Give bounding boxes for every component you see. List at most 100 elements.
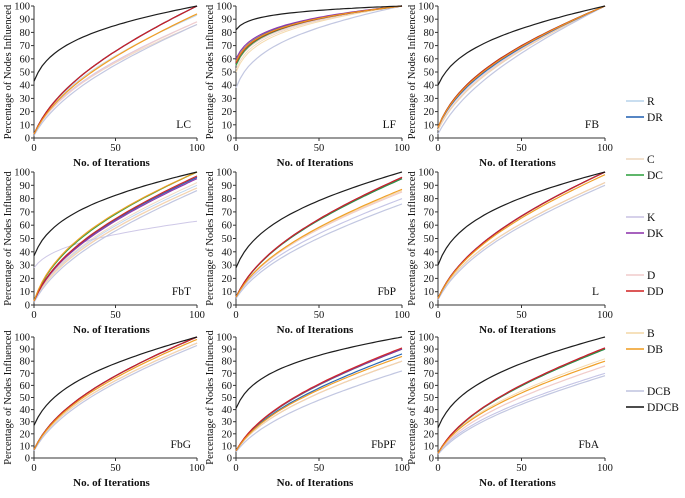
y-tick-label: 10 bbox=[20, 120, 31, 131]
y-tick-label: 50 bbox=[424, 393, 435, 404]
legend-label: R bbox=[647, 96, 655, 108]
series-line-C bbox=[33, 24, 198, 135]
y-tick-label: 90 bbox=[222, 181, 233, 192]
y-tick-label: 50 bbox=[424, 68, 435, 79]
y-tick-label: 90 bbox=[20, 345, 31, 356]
y-tick-label: 80 bbox=[222, 194, 233, 205]
y-tick-label: 70 bbox=[222, 207, 233, 218]
x-tick-label: 0 bbox=[233, 143, 238, 154]
y-tick-label: 90 bbox=[424, 345, 435, 356]
series-line-K bbox=[235, 198, 403, 298]
panel-title: FbP bbox=[377, 286, 396, 298]
y-tick-label: 60 bbox=[424, 381, 435, 392]
series-line-DR bbox=[437, 5, 606, 128]
x-tick-label: 50 bbox=[314, 310, 325, 321]
y-tick-label: 30 bbox=[20, 94, 31, 105]
y-tick-label: 80 bbox=[20, 357, 31, 368]
y-tick-label: 30 bbox=[222, 94, 233, 105]
series-line-DR bbox=[437, 348, 606, 454]
panel-title: LC bbox=[176, 119, 191, 131]
y-tick-label: 100 bbox=[418, 333, 434, 344]
series-line-K bbox=[437, 5, 606, 131]
legend-item-DB: DB bbox=[626, 344, 663, 356]
series-line-DC bbox=[437, 171, 606, 299]
panel-FB: 0 10 20 30 40 50 60 70 80 90 100 0 50 100 FB No. of Ite… bbox=[407, 2, 613, 170]
y-tick-label: 70 bbox=[222, 369, 233, 380]
x-axis-label: No. of Iterations bbox=[277, 477, 354, 489]
series-line-DB bbox=[33, 13, 198, 135]
panel-title: FbA bbox=[579, 439, 600, 451]
series-line-DR bbox=[437, 171, 606, 299]
y-tick-label: 40 bbox=[424, 247, 435, 258]
x-tick-label: 100 bbox=[597, 310, 613, 321]
series-line-DD bbox=[437, 171, 606, 299]
series-line-C bbox=[33, 182, 198, 302]
y-tick-label: 50 bbox=[222, 234, 233, 245]
x-axis-label: No. of Iterations bbox=[479, 324, 556, 336]
series-line-C bbox=[33, 342, 198, 450]
y-tick-label: 60 bbox=[222, 381, 233, 392]
y-tick-label: 0 bbox=[25, 134, 30, 145]
y-tick-label: 70 bbox=[20, 369, 31, 380]
series-line-DCB bbox=[235, 5, 403, 89]
legend-label: DR bbox=[647, 112, 663, 124]
series-line-B bbox=[235, 5, 403, 73]
y-tick-label: 10 bbox=[424, 441, 435, 452]
series-line-D bbox=[235, 191, 403, 298]
x-tick-label: 100 bbox=[597, 143, 613, 154]
y-axis-label: Percentage of Nodes Influenced bbox=[205, 330, 216, 465]
y-tick-label: 10 bbox=[20, 287, 31, 298]
y-axis-label: Percentage of Nodes Influenced bbox=[407, 330, 418, 465]
y-tick-label: 70 bbox=[20, 207, 31, 218]
series-line-DB bbox=[235, 5, 403, 62]
series-line-DCB bbox=[33, 344, 198, 452]
y-tick-label: 0 bbox=[429, 134, 434, 145]
y-tick-label: 60 bbox=[424, 221, 435, 232]
series-line-DD bbox=[33, 5, 198, 135]
y-tick-label: 10 bbox=[222, 287, 233, 298]
legend-label: DCB bbox=[647, 386, 671, 398]
series-line-DDCB bbox=[33, 171, 198, 257]
series-line-R bbox=[437, 5, 606, 128]
legend-item-D: D bbox=[626, 270, 655, 282]
y-tick-label: 90 bbox=[20, 15, 31, 26]
series-line-DK bbox=[235, 5, 403, 60]
series-line-DD bbox=[437, 347, 606, 454]
y-tick-label: 20 bbox=[424, 107, 435, 118]
series-line-K bbox=[437, 372, 606, 454]
x-tick-label: 0 bbox=[31, 310, 36, 321]
y-tick-label: 0 bbox=[429, 454, 434, 465]
y-tick-label: 90 bbox=[222, 345, 233, 356]
y-tick-label: 0 bbox=[25, 454, 30, 465]
y-tick-label: 20 bbox=[222, 274, 233, 285]
series-line-DCB bbox=[33, 190, 198, 303]
y-tick-label: 60 bbox=[20, 381, 31, 392]
series-line-DK bbox=[33, 178, 198, 302]
y-tick-label: 50 bbox=[20, 68, 31, 79]
x-axis-label: No. of Iterations bbox=[277, 157, 354, 169]
series-line-DC bbox=[437, 348, 606, 454]
legend-item-DC: DC bbox=[626, 170, 663, 182]
panel-title: FbT bbox=[172, 286, 191, 298]
legend-label: DB bbox=[647, 344, 663, 356]
series-line-DR bbox=[235, 5, 403, 62]
series-line-DCB bbox=[437, 5, 606, 135]
y-tick-label: 10 bbox=[424, 287, 435, 298]
series-line-DC bbox=[437, 5, 606, 128]
series-line-B bbox=[33, 187, 198, 302]
series-line-DD bbox=[235, 176, 403, 298]
y-tick-label: 40 bbox=[222, 81, 233, 92]
y-tick-label: 30 bbox=[424, 94, 435, 105]
series-line-DB bbox=[437, 360, 606, 454]
y-tick-label: 10 bbox=[222, 120, 233, 131]
series-line-R bbox=[437, 182, 606, 299]
y-tick-label: 100 bbox=[14, 2, 30, 13]
legend-item-DDCB: DDCB bbox=[626, 402, 679, 414]
series-line-D bbox=[437, 365, 606, 454]
y-tick-label: 90 bbox=[424, 181, 435, 192]
x-tick-label: 0 bbox=[233, 310, 238, 321]
legend-label: B bbox=[647, 328, 655, 340]
